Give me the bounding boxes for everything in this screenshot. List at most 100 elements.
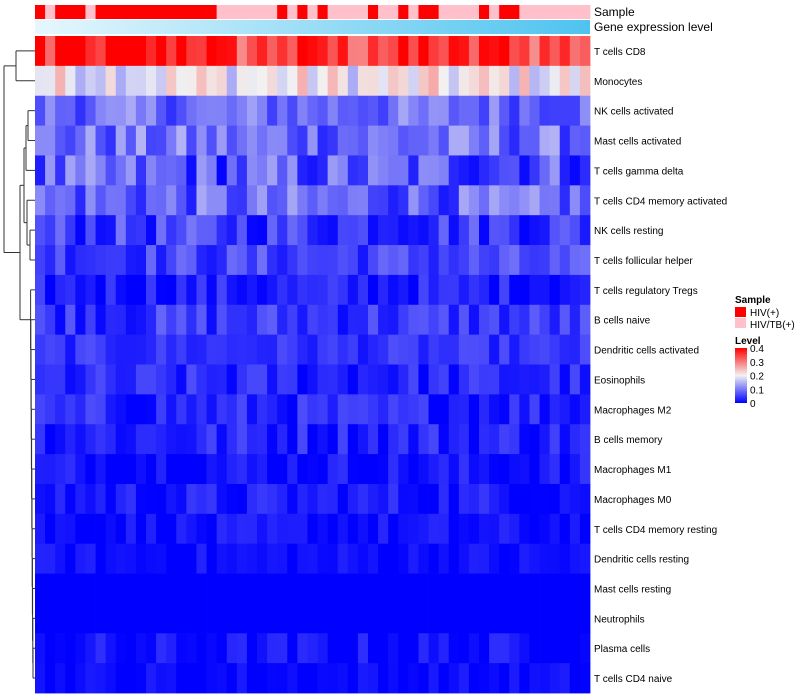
heatmap-cell [135, 95, 147, 126]
heatmap-cell [267, 95, 278, 126]
sample-annotation-cell [267, 5, 278, 19]
heatmap-cell [267, 483, 278, 515]
heatmap-cell [45, 663, 56, 694]
heatmap-cell [549, 424, 561, 455]
heatmap-cell [105, 274, 117, 306]
heatmap-cell [135, 185, 147, 216]
heatmap-cell [85, 185, 96, 216]
heatmap-cell [246, 543, 258, 574]
heatmap-cell [45, 95, 56, 126]
heatmap-cell [529, 36, 540, 67]
heatmap-cell [317, 483, 329, 515]
heatmap-cell [317, 364, 329, 395]
heatmap-cell [327, 125, 339, 156]
heatmap-cell [479, 334, 490, 365]
row-label: Dendritic cells activated [594, 346, 699, 357]
heatmap-cell [579, 424, 591, 455]
heatmap-cell [388, 185, 399, 216]
heatmap-cell [327, 454, 339, 485]
heatmap-cell [125, 573, 137, 604]
heatmap-cell [176, 454, 187, 485]
heatmap-cell [368, 185, 379, 216]
heatmap-cell [105, 454, 117, 485]
heatmap-cell [468, 215, 480, 246]
heatmap-cell [398, 245, 409, 276]
heatmap-cell [297, 304, 308, 336]
row-label: T cells follicular helper [594, 256, 693, 267]
heatmap-cell [479, 603, 490, 634]
heatmap-cell [418, 125, 429, 156]
heatmap-cell [378, 304, 389, 336]
heatmap-cell [468, 36, 480, 67]
heatmap-cell [559, 185, 571, 216]
heatmap-cell [468, 394, 480, 425]
heatmap-cell [196, 304, 207, 336]
heatmap-cell [448, 125, 460, 156]
heatmap-cell [105, 603, 117, 634]
heatmap-cell [378, 424, 389, 455]
heatmap-cell [125, 454, 137, 485]
heatmap-cell [206, 245, 218, 276]
heatmap-cell [438, 424, 450, 455]
heatmap-cell [75, 454, 86, 485]
heatmap-cell [297, 483, 308, 515]
heatmap-cell [468, 125, 480, 156]
heatmap-cell [216, 513, 228, 545]
heatmap-cell [317, 95, 329, 126]
heatmap-cell [448, 65, 460, 97]
heatmap-cell [45, 274, 56, 306]
row-label: Macrophages M0 [594, 495, 672, 506]
heatmap-cell [337, 65, 349, 97]
heatmap-cell [347, 603, 359, 634]
heatmap-cell [428, 364, 440, 395]
heatmap-cell [186, 274, 197, 306]
heatmap-cell [125, 125, 137, 156]
heatmap-cell [529, 125, 540, 156]
heatmap-cell [156, 603, 167, 634]
heatmap-cell [156, 215, 167, 246]
heatmap-cell [95, 65, 107, 97]
heatmap-cell [186, 483, 197, 515]
heatmap-cell [529, 245, 540, 276]
heatmap-cell [579, 543, 591, 574]
heatmap-cell [448, 454, 460, 485]
heatmap-cell [307, 274, 318, 306]
heatmap-cell [388, 543, 399, 574]
heatmap-cell [579, 245, 591, 276]
heatmap-cell [357, 155, 369, 186]
heatmap-cell [509, 65, 520, 97]
heatmap-cell [267, 394, 278, 425]
heatmap-cell [509, 424, 520, 455]
sample-annotation-cell [176, 5, 187, 19]
heatmap-cell [327, 304, 339, 336]
heatmap-cell [438, 543, 450, 574]
heatmap-cell [378, 274, 389, 306]
heatmap-cell [398, 304, 409, 336]
heatmap-cell [479, 95, 490, 126]
heatmap-cell [115, 364, 127, 395]
heatmap-cell [549, 543, 561, 574]
heatmap-cell [166, 155, 177, 186]
heatmap-cell [579, 603, 591, 634]
heatmap-cell [347, 245, 359, 276]
heatmap-cell [55, 155, 66, 186]
heatmap-cell [277, 483, 288, 515]
heatmap-cell [327, 274, 339, 306]
heatmap-cell [236, 334, 248, 365]
heatmap-cell [347, 215, 359, 246]
heatmap-cell [529, 155, 540, 186]
heatmap-cell [549, 603, 561, 634]
heatmap-cell [458, 304, 470, 336]
heatmap-cell [499, 513, 510, 545]
heatmap-cell [146, 633, 157, 664]
heatmap-cell [509, 483, 520, 515]
heatmap-cell [186, 513, 197, 545]
heatmap-cell [166, 394, 177, 425]
heatmap-cell [55, 65, 66, 97]
heatmap-cell [388, 573, 399, 604]
heatmap-cell [75, 185, 86, 216]
heatmap-cell [277, 155, 288, 186]
heatmap-cell [85, 36, 96, 67]
heatmap-cell [196, 334, 207, 365]
heatmap-cell [479, 424, 490, 455]
